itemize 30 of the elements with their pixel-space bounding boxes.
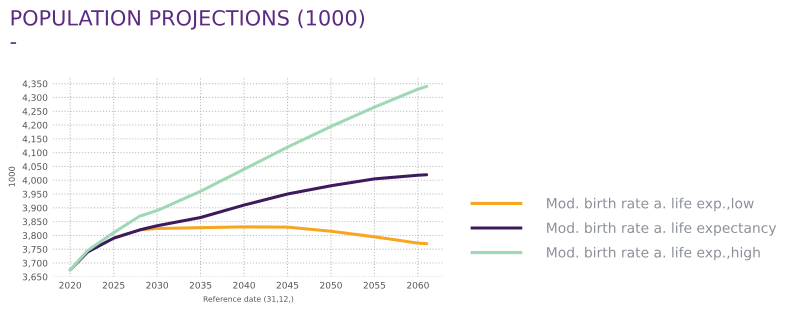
chart-title: POPULATION PROJECTIONS (1000) - <box>10 10 364 44</box>
x-tick-label: 2050 <box>320 282 342 289</box>
y-tick-label: 4,200 <box>22 122 48 130</box>
y-tick-label: 3,900 <box>22 204 48 212</box>
x-tick-label: 2055 <box>364 282 386 289</box>
y-axis-title: 1000 <box>8 166 15 186</box>
y-tick-label: 4,300 <box>22 94 48 102</box>
x-tick-label: 2020 <box>59 282 82 289</box>
y-tick-label: 4,100 <box>22 149 48 158</box>
legend-label: Mod. birth rate a. life exp.,low <box>547 198 754 212</box>
x-tick-label: 2035 <box>190 282 212 289</box>
y-tick-label: 3,800 <box>22 232 48 240</box>
y-tick-label: 3,750 <box>22 246 48 254</box>
legend-label: Mod. birth rate a. life expectancy <box>547 222 776 236</box>
x-tick-label: 2045 <box>276 282 298 289</box>
x-tick-label: 2040 <box>233 282 255 289</box>
y-tick-label: 3,650 <box>22 274 48 282</box>
y-tick-label: 4,250 <box>22 108 48 116</box>
line-series <box>68 84 428 272</box>
y-tick-label: 4,350 <box>22 80 48 88</box>
y-tick-label: 4,000 <box>22 176 48 185</box>
y-tick-label: 4,050 <box>22 163 48 171</box>
x-tick-label: 2060 <box>407 282 429 289</box>
legend-label: Mod. birth rate a. life exp.,high <box>547 246 760 260</box>
x-tick-label: 2025 <box>102 282 124 289</box>
x-tick-label: 2030 <box>146 282 168 289</box>
y-tick-label: 3,850 <box>22 218 48 226</box>
y-tick-label: 3,700 <box>22 260 48 268</box>
y-tick-label: 4,150 <box>22 136 48 144</box>
y-tick-label: 3,950 <box>22 190 48 199</box>
